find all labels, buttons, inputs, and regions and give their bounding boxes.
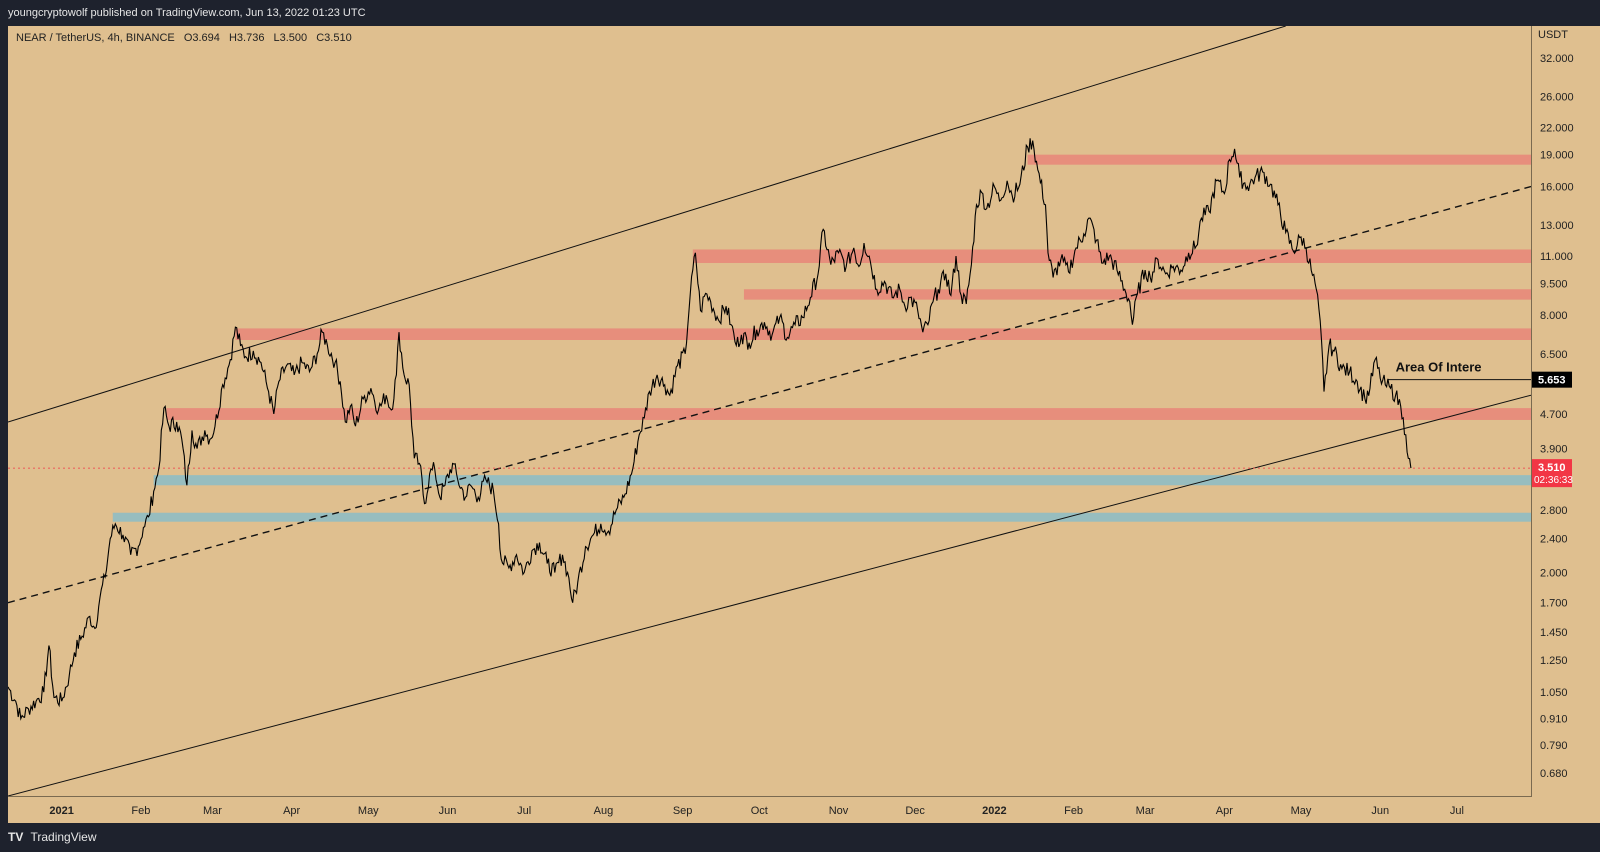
- support-zone-6: [112, 512, 1531, 522]
- symbol-legend: NEAR / TetherUS, 4h, BINANCE O3.694 H3.7…: [16, 32, 358, 44]
- resistance-zone-1: [692, 249, 1531, 263]
- resistance-zone-0: [1027, 154, 1531, 165]
- resistance-zone-3: [235, 328, 1531, 340]
- price-tick-label: 13.000: [1540, 220, 1574, 232]
- time-tick-label: Oct: [751, 805, 768, 817]
- last-price-text: 3.510: [1538, 462, 1566, 474]
- price-axis-unit: USDT: [1538, 29, 1568, 41]
- price-tick-label: 1.450: [1540, 627, 1568, 639]
- legend-high: H3.736: [228, 32, 265, 44]
- footer-brand: TradingView: [30, 830, 97, 844]
- time-tick-label: Jun: [439, 805, 457, 817]
- price-tick-label: 1.050: [1540, 687, 1568, 699]
- price-tick-label: 4.700: [1540, 409, 1568, 421]
- price-chart-svg[interactable]: Area Of Intere: [8, 26, 1531, 796]
- price-series-line: [8, 138, 1412, 721]
- price-tick-label: 0.790: [1540, 740, 1568, 752]
- price-tick-label: 26.000: [1540, 91, 1574, 103]
- trendline-0: [8, 26, 1286, 423]
- time-tick-label: Mar: [1136, 805, 1155, 817]
- price-tick-label: 2.000: [1540, 568, 1568, 580]
- price-tick-label: 0.680: [1540, 768, 1568, 780]
- time-tick-label: 2021: [49, 805, 73, 817]
- time-tick-label: May: [358, 805, 379, 817]
- price-tick-label: 32.000: [1540, 53, 1574, 65]
- price-axis-svg[interactable]: USDT 32.000 26.000 22.000 19.000 16.000 13.000…: [1532, 26, 1600, 823]
- price-tick-label: 1.250: [1540, 655, 1568, 667]
- time-axis[interactable]: 2021 Feb Mar Apr May Jun Jul Aug Sep Oct Nov Dec 202…: [8, 796, 1532, 823]
- time-tick-label: Feb: [1064, 805, 1083, 817]
- price-axis[interactable]: USDT 32.000 26.000 22.000 19.000 16.000 13.000…: [1532, 26, 1600, 823]
- tradingview-logo-icon: TV: [8, 830, 24, 844]
- time-tick-label: 2022: [982, 805, 1006, 817]
- time-tick-label: Jun: [1371, 805, 1389, 817]
- price-tick-label: 2.800: [1540, 505, 1568, 517]
- legend-close: C3.510: [316, 32, 352, 44]
- time-tick-label: Jul: [517, 805, 531, 817]
- price-tick-label: 0.910: [1540, 714, 1568, 726]
- dashed-midline-2: [8, 185, 1531, 604]
- time-axis-svg[interactable]: 2021 Feb Mar Apr May Jun Jul Aug Sep Oct Nov Dec 202…: [8, 797, 1532, 824]
- price-tick-label: 3.900: [1540, 444, 1568, 456]
- trendline-1: [8, 394, 1531, 796]
- time-tick-label: May: [1291, 805, 1312, 817]
- time-tick-label: Sep: [673, 805, 693, 817]
- pane-divider: [1531, 26, 1532, 796]
- price-tick-label: 9.500: [1540, 278, 1568, 290]
- marker-price-text: 5.653: [1538, 375, 1566, 387]
- chart-plot-area[interactable]: Area Of Intere NEAR / TetherUS, 4h, BINA…: [8, 26, 1531, 796]
- legend-symbol: NEAR / TetherUS, 4h, BINANCE: [16, 32, 175, 44]
- time-tick-label: Feb: [131, 805, 150, 817]
- time-tick-label: Mar: [203, 805, 222, 817]
- time-tick-label: Dec: [905, 805, 925, 817]
- publish-info-bar: youngcryptowolf published on TradingView…: [0, 0, 1600, 26]
- price-tick-label: 6.500: [1540, 349, 1568, 361]
- price-tick-label: 16.000: [1540, 182, 1574, 194]
- price-tick-label: 1.700: [1540, 598, 1568, 610]
- price-tick-label: 8.000: [1540, 310, 1568, 322]
- legend-open: O3.694: [183, 32, 220, 44]
- last-price-badge: [1532, 459, 1572, 488]
- publish-info-text: youngcryptowolf published on TradingView…: [8, 7, 366, 19]
- time-tick-label: Apr: [1216, 805, 1233, 817]
- time-tick-label: Aug: [594, 805, 614, 817]
- time-tick-label: Jul: [1450, 805, 1464, 817]
- time-tick-label: Nov: [829, 805, 849, 817]
- price-tick-label: 22.000: [1540, 122, 1574, 134]
- resistance-zone-4: [166, 408, 1531, 420]
- marker-price-badge: [1532, 371, 1572, 388]
- support-zone-5: [153, 475, 1531, 486]
- price-tick-label: 19.000: [1540, 150, 1574, 162]
- price-tick-label: 2.400: [1540, 534, 1568, 546]
- time-tick-label: Apr: [283, 805, 300, 817]
- price-tick-label: 11.000: [1540, 251, 1573, 263]
- legend-low: L3.500: [273, 32, 308, 44]
- countdown-text: 02:36:33: [1534, 475, 1573, 486]
- footer-bar: TV TradingView: [0, 823, 1600, 852]
- area-of-interest-label: Area Of Intere: [1396, 360, 1482, 375]
